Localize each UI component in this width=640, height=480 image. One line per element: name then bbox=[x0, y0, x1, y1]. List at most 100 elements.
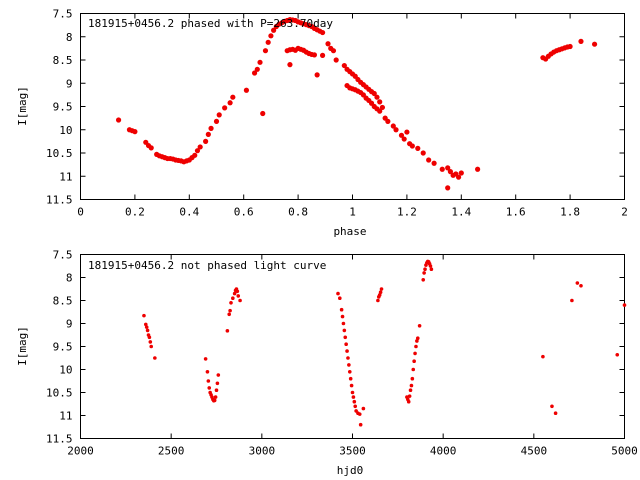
x-tick-label: 4000 bbox=[430, 445, 457, 458]
data-point bbox=[377, 99, 383, 105]
x-tick-label: 0.2 bbox=[125, 206, 145, 219]
data-point bbox=[379, 104, 386, 111]
y-tick-label: 10 bbox=[59, 124, 72, 137]
data-point bbox=[262, 48, 269, 54]
data-point bbox=[153, 356, 157, 360]
data-point bbox=[615, 352, 620, 357]
data-point bbox=[197, 144, 203, 150]
data-point bbox=[228, 308, 232, 313]
data-point bbox=[445, 185, 451, 191]
data-point bbox=[216, 112, 222, 118]
data-point bbox=[203, 357, 208, 361]
data-point bbox=[371, 90, 377, 97]
data-point bbox=[142, 313, 146, 318]
data-point bbox=[338, 296, 342, 301]
chart-title: 181915+0456.2 phased with P=263.70day bbox=[88, 17, 333, 30]
chart-title: 181915+0456.2 not phased light curve bbox=[88, 259, 326, 272]
data-point bbox=[421, 278, 426, 282]
data-point bbox=[287, 62, 293, 68]
data-point bbox=[194, 148, 201, 154]
data-point bbox=[132, 129, 138, 135]
data-point bbox=[342, 328, 347, 333]
x-tick-label: 3000 bbox=[249, 445, 276, 458]
data-point bbox=[622, 303, 627, 307]
y-axis-label: I[mag] bbox=[16, 86, 29, 126]
plot-frame bbox=[80, 254, 625, 439]
data-point bbox=[214, 388, 219, 393]
y-tick-label: 9 bbox=[66, 77, 73, 90]
axis-ticks: 0 0.2 0.4 0.6 0.8 1 1.2 1.4 1.6 1.8 2 7.5 8 8.5 9 9.5 10… bbox=[46, 8, 628, 219]
data-point bbox=[330, 48, 337, 54]
x-tick-label: 5000 bbox=[611, 445, 638, 458]
data-point bbox=[254, 66, 260, 72]
data-point bbox=[578, 38, 584, 45]
data-point bbox=[411, 367, 416, 372]
data-point bbox=[422, 271, 426, 275]
data-point bbox=[145, 328, 150, 333]
data-point bbox=[347, 370, 352, 374]
data-point bbox=[203, 138, 209, 144]
x-tick-label: 2500 bbox=[158, 445, 185, 458]
data-point bbox=[458, 170, 464, 176]
data-point bbox=[345, 349, 349, 353]
data-point bbox=[205, 370, 210, 374]
data-point bbox=[404, 129, 410, 135]
y-tick-label: 10 bbox=[59, 364, 72, 377]
x-tick-label: 2 bbox=[621, 206, 628, 219]
data-point bbox=[346, 356, 350, 360]
data-points bbox=[115, 16, 598, 191]
data-point bbox=[431, 160, 437, 166]
data-point bbox=[143, 322, 148, 327]
data-point bbox=[377, 293, 382, 297]
data-point bbox=[257, 59, 263, 65]
data-point bbox=[352, 399, 357, 404]
x-tick-label: 1.4 bbox=[451, 206, 471, 219]
data-point bbox=[213, 118, 220, 124]
data-point bbox=[319, 29, 326, 36]
data-point bbox=[206, 379, 211, 383]
data-point bbox=[340, 314, 345, 319]
data-point bbox=[445, 165, 451, 171]
data-point bbox=[409, 383, 414, 388]
data-point bbox=[412, 359, 416, 364]
data-point bbox=[376, 298, 380, 303]
data-point bbox=[575, 281, 580, 285]
data-point bbox=[148, 145, 154, 151]
data-point bbox=[347, 363, 351, 367]
data-point bbox=[319, 52, 326, 58]
data-point bbox=[208, 125, 214, 131]
data-point bbox=[336, 291, 340, 296]
data-point bbox=[147, 335, 152, 340]
data-point bbox=[314, 72, 320, 78]
data-point bbox=[378, 290, 383, 295]
data-point bbox=[225, 329, 230, 333]
data-point bbox=[358, 422, 363, 427]
y-tick-label: 11.5 bbox=[46, 194, 73, 207]
data-point bbox=[408, 388, 413, 393]
data-point bbox=[341, 62, 347, 69]
data-point bbox=[260, 110, 266, 117]
x-tick-label: 1 bbox=[349, 206, 356, 219]
y-axis-label: I[mag] bbox=[16, 326, 29, 366]
data-points bbox=[142, 259, 627, 427]
x-tick-label: 4500 bbox=[521, 445, 548, 458]
x-tick-label: 0.4 bbox=[179, 206, 199, 219]
x-axis-label: phase bbox=[333, 225, 366, 238]
data-point bbox=[415, 336, 420, 341]
data-point bbox=[349, 383, 354, 388]
data-point bbox=[343, 335, 348, 340]
data-point bbox=[415, 145, 421, 151]
data-point bbox=[236, 294, 241, 298]
data-point bbox=[553, 411, 558, 416]
data-point bbox=[401, 136, 407, 142]
data-point bbox=[420, 150, 426, 156]
data-point bbox=[475, 166, 481, 172]
plot-frame bbox=[80, 13, 625, 200]
data-point bbox=[407, 394, 412, 398]
data-point bbox=[415, 339, 419, 343]
data-point bbox=[325, 41, 331, 47]
data-point bbox=[379, 287, 384, 291]
data-point bbox=[213, 395, 218, 399]
data-point bbox=[205, 131, 211, 137]
